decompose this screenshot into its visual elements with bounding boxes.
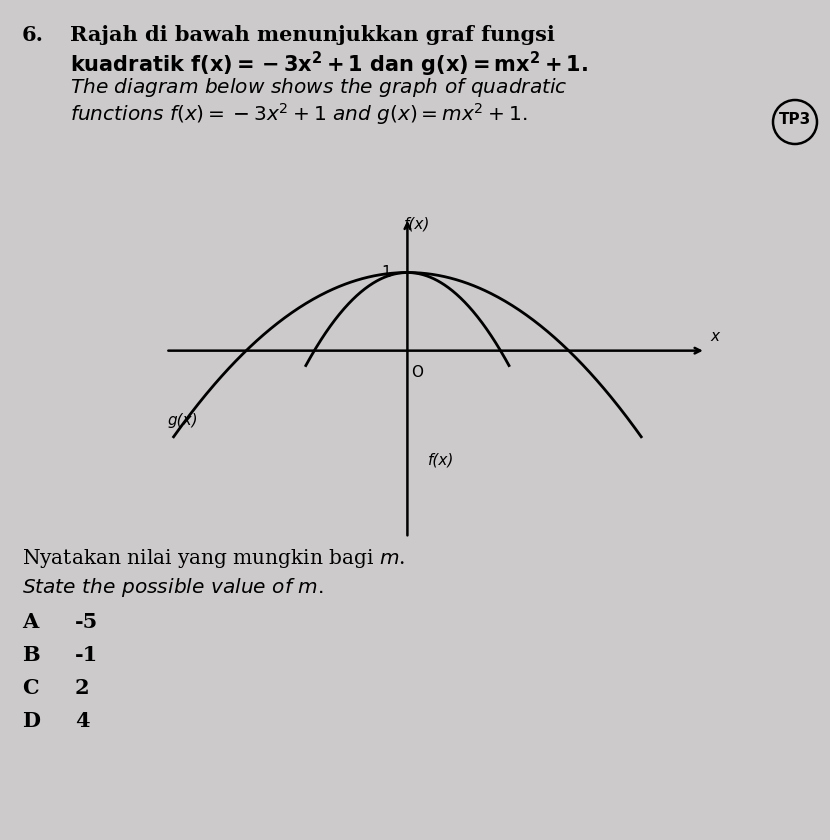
Text: Rajah di bawah menunjukkan graf fungsi: Rajah di bawah menunjukkan graf fungsi [70,25,555,45]
Text: kuadratik $\mathbf{f(x) = -3x^2 + 1}$ dan $\mathbf{g(x) = mx^2 + 1.}$: kuadratik $\mathbf{f(x) = -3x^2 + 1}$ da… [70,50,588,79]
Text: O: O [411,365,423,380]
Text: x: x [710,329,720,344]
Text: 2: 2 [75,678,90,698]
Text: -5: -5 [75,612,98,632]
Text: Nyatakan nilai yang mungkin bagi $\it{m}$.: Nyatakan nilai yang mungkin bagi $\it{m}… [22,547,406,570]
Text: TP3: TP3 [779,113,811,128]
Text: g(x): g(x) [167,413,198,428]
Text: A: A [22,612,38,632]
Text: -1: -1 [75,645,98,665]
Text: f(x): f(x) [404,216,430,231]
Text: $\it{State\ the\ possible\ value\ of\ m.}$: $\it{State\ the\ possible\ value\ of\ m.… [22,576,324,599]
Text: $\it{functions}$ $\it{f(x) = -3x^2 + 1}$ $\it{and}$ $\it{g(x) = mx^2 + 1.}$: $\it{functions}$ $\it{f(x) = -3x^2 + 1}$… [70,101,527,127]
Text: 1: 1 [382,265,391,280]
Text: 6.: 6. [22,25,44,45]
Text: C: C [22,678,39,698]
Text: $\it{The\ diagram\ below\ shows\ the\ graph\ of\ quadratic}$: $\it{The\ diagram\ below\ shows\ the\ gr… [70,76,568,99]
Text: D: D [22,711,40,731]
Text: 4: 4 [75,711,90,731]
Text: B: B [22,645,40,665]
Text: f(x): f(x) [428,453,455,468]
